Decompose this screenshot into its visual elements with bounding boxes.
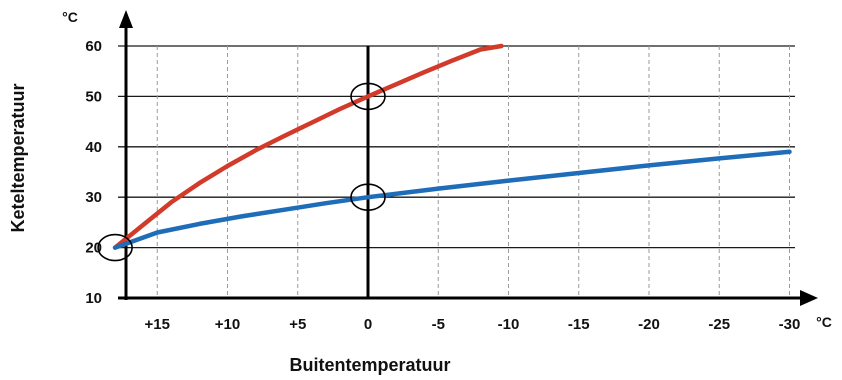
x-tick-label: -5 [432, 316, 445, 333]
x-tick-label: -20 [638, 316, 660, 333]
series-red-line [112, 43, 504, 250]
annotation-circle [97, 233, 133, 262]
y-tick-label: 60 [85, 38, 102, 55]
y-tick-label: 30 [85, 189, 102, 206]
x-tick-label: -10 [498, 316, 520, 333]
x-tick-label: -15 [568, 316, 590, 333]
x-tick-label: +15 [145, 316, 170, 333]
y-tick-label: 20 [85, 240, 102, 257]
x-unit-label: °C [816, 314, 832, 330]
series-layer [112, 43, 792, 250]
y-tick-label: 10 [85, 290, 102, 307]
annotation-circle [350, 183, 386, 211]
y-axis-arrow [119, 10, 133, 28]
x-tick-label: -25 [708, 316, 730, 333]
series-blue-line [112, 149, 792, 250]
x-tick-label: +5 [289, 316, 306, 333]
y-tick-label: 50 [85, 88, 102, 105]
axes [118, 10, 818, 306]
x-axis-title: Buitentemperatuur [289, 355, 450, 375]
y-unit-label: °C [62, 9, 78, 25]
y-tick-label: 40 [85, 139, 102, 156]
y-axis-title: Keteltemperatuur [8, 83, 28, 232]
annotation-circle [350, 82, 386, 111]
annotation-layer [97, 82, 386, 262]
x-tick-label: -30 [779, 316, 801, 333]
grid [118, 45, 795, 298]
x-tick-label: +10 [215, 316, 240, 333]
x-tick-label: 0 [364, 316, 372, 333]
tick-labels: 10 20 30 40 50 60 +15 +10 +5 0 -5 -10 -15 -20 -25 -30 [85, 38, 800, 333]
x-axis-arrow [800, 290, 818, 306]
